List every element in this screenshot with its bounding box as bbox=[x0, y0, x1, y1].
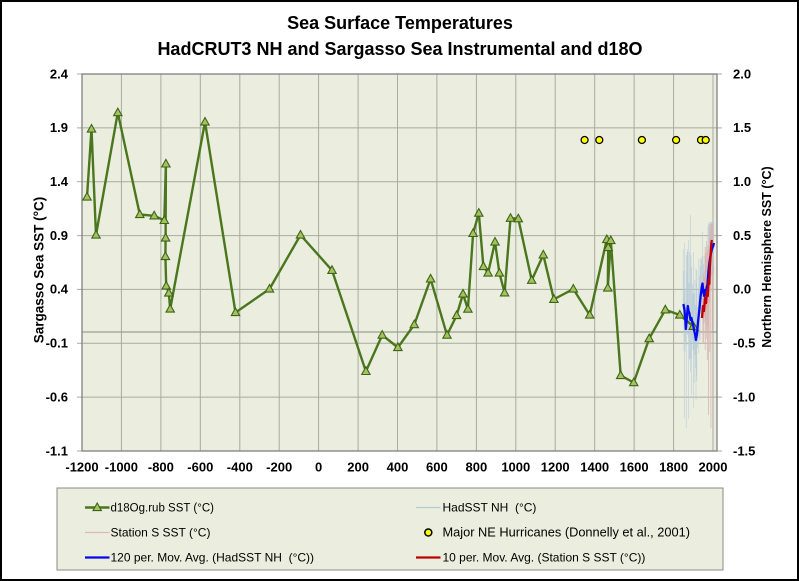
svg-text:Northern Hemisphere SST (°C): Northern Hemisphere SST (°C) bbox=[760, 166, 774, 347]
svg-text:600: 600 bbox=[426, 460, 448, 475]
svg-text:-1.0: -1.0 bbox=[733, 389, 755, 404]
svg-text:HadCRUT3 NH and Sargasso Sea I: HadCRUT3 NH and Sargasso Sea Instrumenta… bbox=[157, 39, 642, 59]
svg-text:0.9: 0.9 bbox=[50, 228, 68, 243]
svg-text:-600: -600 bbox=[187, 460, 213, 475]
svg-text:Station S SST (°C): Station S SST (°C) bbox=[111, 526, 211, 540]
svg-text:-1.1: -1.1 bbox=[46, 443, 68, 458]
svg-text:1.4: 1.4 bbox=[50, 174, 69, 189]
svg-text:Sea Surface Temperatures: Sea Surface Temperatures bbox=[287, 13, 513, 33]
svg-text:-0.6: -0.6 bbox=[46, 389, 68, 404]
svg-text:10 per. Mov. Avg. (Station S S: 10 per. Mov. Avg. (Station S SST (°C)) bbox=[443, 551, 646, 565]
svg-text:1400: 1400 bbox=[580, 460, 609, 475]
svg-text:-1000: -1000 bbox=[105, 460, 138, 475]
svg-text:2000: 2000 bbox=[699, 460, 728, 475]
svg-text:1800: 1800 bbox=[659, 460, 688, 475]
svg-text:-0.1: -0.1 bbox=[46, 336, 68, 351]
svg-text:2.4: 2.4 bbox=[50, 66, 69, 81]
svg-text:d18Og.rub SST (°C): d18Og.rub SST (°C) bbox=[111, 503, 215, 515]
svg-text:-400: -400 bbox=[227, 460, 253, 475]
svg-text:-1.5: -1.5 bbox=[733, 443, 755, 458]
svg-text:1600: 1600 bbox=[620, 460, 649, 475]
svg-text:0.4: 0.4 bbox=[50, 282, 69, 297]
svg-text:Major NE Hurricanes (Donnelly: Major NE Hurricanes (Donnelly et al., 20… bbox=[443, 525, 691, 540]
svg-text:800: 800 bbox=[466, 460, 488, 475]
svg-text:HadSST NH (°C): HadSST NH (°C) bbox=[443, 501, 537, 515]
svg-text:Sargasso Sea SST (°C): Sargasso Sea SST (°C) bbox=[32, 197, 47, 343]
svg-text:-200: -200 bbox=[266, 460, 292, 475]
svg-text:-800: -800 bbox=[148, 460, 174, 475]
svg-text:1000: 1000 bbox=[501, 460, 530, 475]
svg-text:400: 400 bbox=[387, 460, 409, 475]
svg-text:-1200: -1200 bbox=[65, 460, 98, 475]
svg-text:1.9: 1.9 bbox=[50, 120, 68, 135]
svg-text:2.0: 2.0 bbox=[733, 66, 751, 81]
svg-text:0.0: 0.0 bbox=[733, 282, 751, 297]
svg-text:120 per. Mov. Avg. (HadSST NH: 120 per. Mov. Avg. (HadSST NH (°C)) bbox=[111, 551, 315, 565]
svg-text:1.0: 1.0 bbox=[733, 174, 751, 189]
svg-text:0.5: 0.5 bbox=[733, 228, 751, 243]
svg-text:1.5: 1.5 bbox=[733, 120, 751, 135]
svg-text:200: 200 bbox=[347, 460, 369, 475]
svg-text:1200: 1200 bbox=[541, 460, 570, 475]
svg-text:0: 0 bbox=[315, 460, 322, 475]
svg-text:-0.5: -0.5 bbox=[733, 336, 755, 351]
